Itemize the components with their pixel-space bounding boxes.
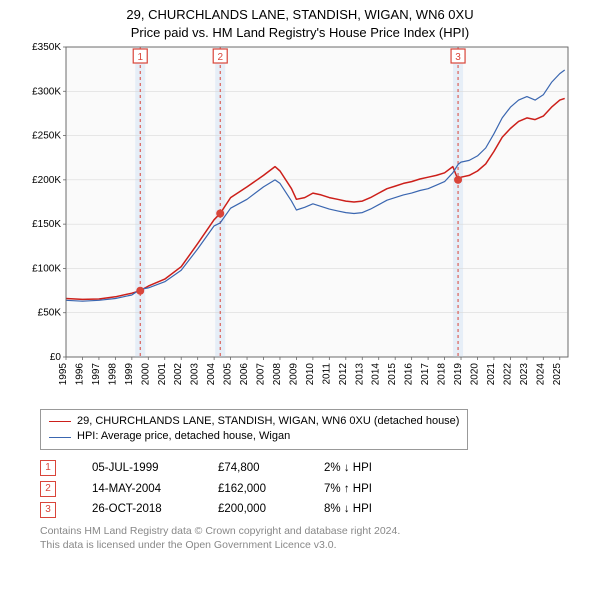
svg-text:2024: 2024 (535, 363, 546, 386)
svg-text:2012: 2012 (338, 363, 349, 386)
event-delta-1: 2% ↓ HPI (324, 458, 372, 479)
attribution-line-2: This data is licensed under the Open Gov… (40, 538, 580, 552)
svg-text:2014: 2014 (371, 363, 382, 386)
svg-text:2021: 2021 (486, 363, 497, 386)
svg-text:1: 1 (137, 52, 143, 63)
event-price-1: £74,800 (218, 458, 288, 479)
svg-text:2013: 2013 (354, 363, 365, 386)
legend-label-hpi: HPI: Average price, detached house, Wiga… (77, 429, 290, 444)
svg-text:2015: 2015 (387, 363, 398, 386)
svg-text:1999: 1999 (124, 363, 135, 386)
event-date-2: 14-MAY-2004 (92, 479, 182, 500)
svg-text:£200K: £200K (32, 175, 61, 186)
event-row-3: 3 26-OCT-2018 £200,000 8% ↓ HPI (40, 499, 580, 520)
svg-text:2022: 2022 (502, 363, 513, 386)
svg-text:2: 2 (217, 52, 223, 63)
svg-text:2019: 2019 (453, 363, 464, 386)
svg-text:2016: 2016 (404, 363, 415, 386)
title-block: 29, CHURCHLANDS LANE, STANDISH, WIGAN, W… (0, 0, 600, 43)
svg-text:£300K: £300K (32, 86, 61, 97)
svg-text:2006: 2006 (239, 363, 250, 386)
svg-text:£350K: £350K (32, 43, 61, 53)
svg-text:2004: 2004 (206, 363, 217, 386)
attribution-line-1: Contains HM Land Registry data © Crown c… (40, 524, 580, 538)
legend-row-subject: 29, CHURCHLANDS LANE, STANDISH, WIGAN, W… (49, 414, 459, 429)
svg-text:£100K: £100K (32, 264, 61, 275)
svg-text:2010: 2010 (305, 363, 316, 386)
svg-text:£0: £0 (50, 352, 62, 363)
legend-swatch-subject (49, 421, 71, 422)
event-row-2: 2 14-MAY-2004 £162,000 7% ↑ HPI (40, 479, 580, 500)
svg-text:2017: 2017 (420, 363, 431, 386)
chart-container: 29, CHURCHLANDS LANE, STANDISH, WIGAN, W… (0, 0, 600, 552)
svg-text:2005: 2005 (223, 363, 234, 386)
svg-text:1995: 1995 (58, 363, 69, 386)
svg-text:2003: 2003 (190, 363, 201, 386)
svg-text:2018: 2018 (437, 363, 448, 386)
legend-label-subject: 29, CHURCHLANDS LANE, STANDISH, WIGAN, W… (77, 414, 459, 429)
svg-text:£250K: £250K (32, 131, 61, 142)
attribution: Contains HM Land Registry data © Crown c… (40, 524, 580, 552)
svg-text:2025: 2025 (552, 363, 563, 386)
title-line-2: Price paid vs. HM Land Registry's House … (0, 24, 600, 42)
events-table: 1 05-JUL-1999 £74,800 2% ↓ HPI 2 14-MAY-… (40, 458, 580, 520)
event-date-1: 05-JUL-1999 (92, 458, 182, 479)
title-line-1: 29, CHURCHLANDS LANE, STANDISH, WIGAN, W… (0, 6, 600, 24)
svg-text:1998: 1998 (107, 363, 118, 386)
event-badge-3: 3 (40, 502, 56, 518)
event-date-3: 26-OCT-2018 (92, 499, 182, 520)
event-row-1: 1 05-JUL-1999 £74,800 2% ↓ HPI (40, 458, 580, 479)
svg-text:1997: 1997 (91, 363, 102, 386)
event-price-2: £162,000 (218, 479, 288, 500)
event-price-3: £200,000 (218, 499, 288, 520)
svg-text:1996: 1996 (74, 363, 85, 386)
svg-text:2020: 2020 (469, 363, 480, 386)
legend-row-hpi: HPI: Average price, detached house, Wiga… (49, 429, 459, 444)
event-badge-1: 1 (40, 460, 56, 476)
event-delta-3: 8% ↓ HPI (324, 499, 372, 520)
svg-text:2000: 2000 (140, 363, 151, 386)
svg-text:2023: 2023 (519, 363, 530, 386)
svg-text:2007: 2007 (256, 363, 267, 386)
event-badge-2: 2 (40, 481, 56, 497)
svg-text:2001: 2001 (157, 363, 168, 386)
svg-text:£150K: £150K (32, 219, 61, 230)
svg-text:2009: 2009 (288, 363, 299, 386)
legend: 29, CHURCHLANDS LANE, STANDISH, WIGAN, W… (40, 409, 468, 450)
svg-text:£50K: £50K (38, 308, 62, 319)
svg-text:3: 3 (455, 52, 461, 63)
event-delta-2: 7% ↑ HPI (324, 479, 372, 500)
svg-text:2008: 2008 (272, 363, 283, 386)
chart-svg: £0 £50K £100K £150K £200K £250K £300K £350K 1995… (20, 43, 580, 403)
svg-text:2002: 2002 (173, 363, 184, 386)
legend-swatch-hpi (49, 437, 71, 438)
svg-text:2011: 2011 (321, 363, 332, 385)
chart-plot: £0 £50K £100K £150K £200K £250K £300K £350K 1995… (20, 43, 580, 403)
